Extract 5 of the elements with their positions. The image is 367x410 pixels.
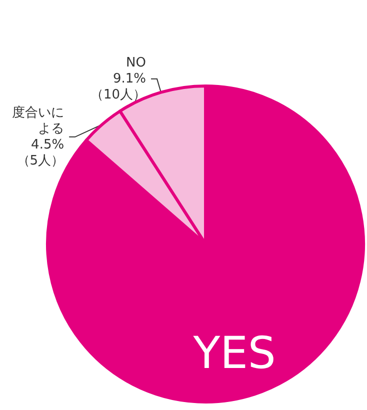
slice-label: YES [192, 328, 276, 380]
data-label: 4.5% （5人） [16, 137, 64, 168]
slice-label: 度合いによる [12, 104, 64, 136]
slice-label: NO [126, 55, 146, 70]
data-label: 9.1% （10人） [90, 71, 146, 102]
